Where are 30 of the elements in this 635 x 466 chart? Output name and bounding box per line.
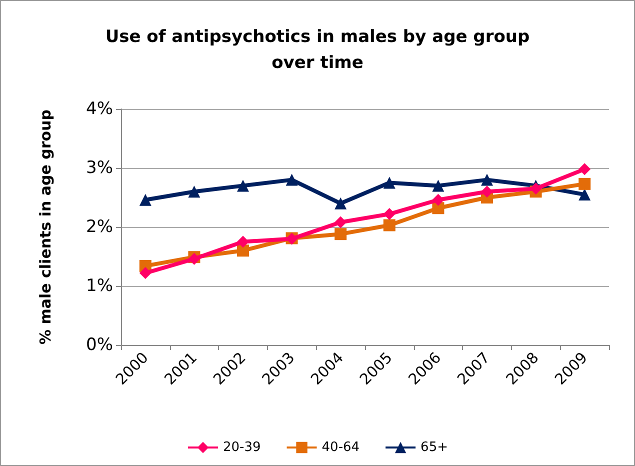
- point: [334, 228, 347, 240]
- legend-label: 20-39: [223, 440, 261, 455]
- y-tick-label: 3%: [86, 158, 113, 178]
- y-tick-label: 4%: [86, 99, 113, 119]
- point: [237, 236, 249, 248]
- point: [188, 186, 200, 198]
- point: [139, 194, 152, 206]
- point: [383, 176, 396, 189]
- point: [383, 208, 396, 220]
- point: [481, 186, 493, 198]
- point: [481, 174, 493, 186]
- chart-title: Use of antipsychotics in males by age group over time: [105, 27, 530, 73]
- point: [334, 197, 347, 210]
- point: [383, 219, 396, 232]
- point: [237, 244, 249, 257]
- point: [237, 180, 249, 192]
- point: [139, 267, 152, 280]
- legend-label: 65+: [420, 440, 448, 455]
- point: [432, 180, 444, 192]
- legend-label: 40-64: [322, 440, 360, 455]
- point: [432, 194, 444, 206]
- point: [334, 216, 347, 228]
- y-tick-label: 0%: [86, 335, 113, 355]
- y-tick-label: 2%: [86, 217, 113, 237]
- y-tick-label: 1%: [86, 276, 113, 296]
- point: [578, 188, 591, 201]
- y-axis-title: % male clients in age group: [36, 109, 54, 345]
- point: [578, 178, 591, 190]
- point: [578, 163, 591, 176]
- point: [286, 174, 298, 186]
